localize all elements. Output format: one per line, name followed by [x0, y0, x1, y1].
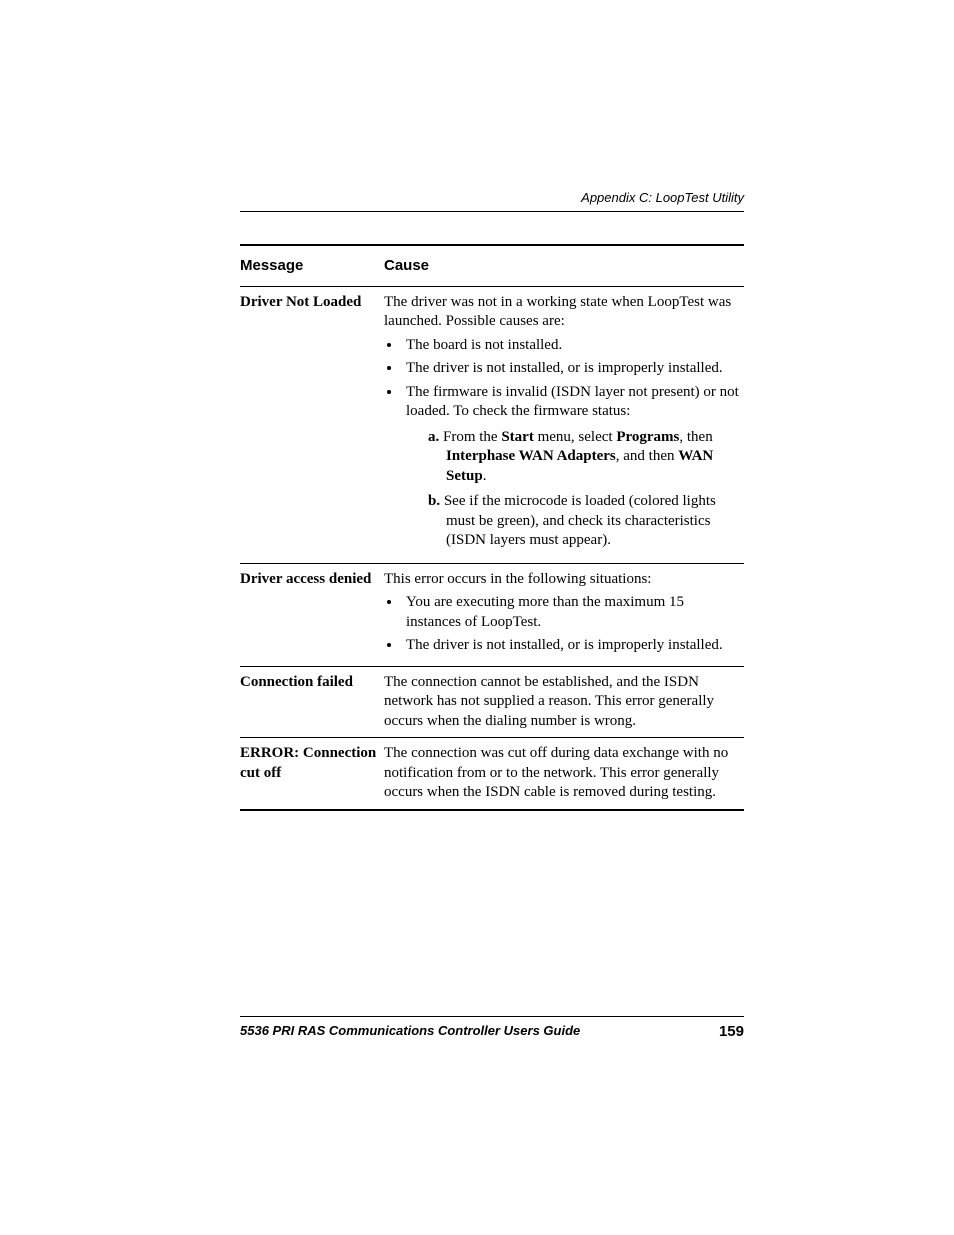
table-row: Driver access denied This error occurs i…: [240, 563, 744, 666]
cause-cell: The connection was cut off during data e…: [384, 738, 744, 810]
message-cell: Connection failed: [240, 666, 384, 738]
message-cell: Driver Not Loaded: [240, 286, 384, 563]
table-row: Connection failed The connection cannot …: [240, 666, 744, 738]
step-item: b. See if the microcode is loaded (color…: [428, 492, 740, 551]
step-text: From the: [439, 429, 501, 445]
step-lead: a.: [428, 429, 439, 445]
footer-rule: [240, 1016, 744, 1017]
step-bold: Start: [501, 429, 534, 445]
cause-cell: The driver was not in a working state wh…: [384, 286, 744, 563]
message-table: Message Cause Driver Not Loaded The driv…: [240, 244, 744, 811]
table-row: Driver Not Loaded The driver was not in …: [240, 286, 744, 563]
page: Appendix C: LoopTest Utility Message Cau…: [0, 0, 954, 1235]
cause-list: The board is not installed. The driver i…: [384, 336, 740, 551]
step-bold: Interphase WAN Adapters: [446, 448, 616, 464]
cause-intro: The driver was not in a working state wh…: [384, 293, 740, 332]
message-cell: Driver access denied: [240, 563, 384, 666]
message-cell: ERROR: Connection cut off: [240, 738, 384, 810]
step-list: a. From the Start menu, select Programs,…: [406, 428, 740, 551]
page-number: 159: [719, 1023, 744, 1040]
table-row: ERROR: Connection cut off The connection…: [240, 738, 744, 810]
step-text: .: [483, 468, 487, 484]
footer-row: 5536 PRI RAS Communications Controller U…: [240, 1023, 744, 1040]
list-item-text: The firmware is invalid (ISDN layer not …: [406, 384, 739, 420]
cause-cell: This error occurs in the following situa…: [384, 563, 744, 666]
appendix-title: Appendix C: LoopTest Utility: [240, 190, 744, 205]
list-item: The driver is not installed, or is impro…: [402, 359, 740, 379]
header-rule: [240, 211, 744, 212]
step-text: menu, select: [534, 429, 616, 445]
list-item: The firmware is invalid (ISDN layer not …: [402, 383, 740, 551]
page-header: Appendix C: LoopTest Utility: [240, 190, 744, 212]
col-header-cause: Cause: [384, 245, 744, 286]
step-text: See if the microcode is loaded (colored …: [440, 493, 716, 548]
list-item: The driver is not installed, or is impro…: [402, 636, 740, 656]
list-item: The board is not installed.: [402, 336, 740, 356]
step-text: , and then: [616, 448, 678, 464]
cause-list: You are executing more than the maximum …: [384, 593, 740, 656]
step-text: , then: [679, 429, 712, 445]
step-item: a. From the Start menu, select Programs,…: [428, 428, 740, 487]
col-header-message: Message: [240, 245, 384, 286]
step-lead: b.: [428, 493, 440, 509]
footer-title: 5536 PRI RAS Communications Controller U…: [240, 1023, 580, 1040]
cause-intro: This error occurs in the following situa…: [384, 570, 740, 590]
page-footer: 5536 PRI RAS Communications Controller U…: [240, 1016, 744, 1040]
content-region: Message Cause Driver Not Loaded The driv…: [240, 244, 744, 811]
list-item: You are executing more than the maximum …: [402, 593, 740, 632]
step-bold: Programs: [616, 429, 679, 445]
cause-cell: The connection cannot be established, an…: [384, 666, 744, 738]
